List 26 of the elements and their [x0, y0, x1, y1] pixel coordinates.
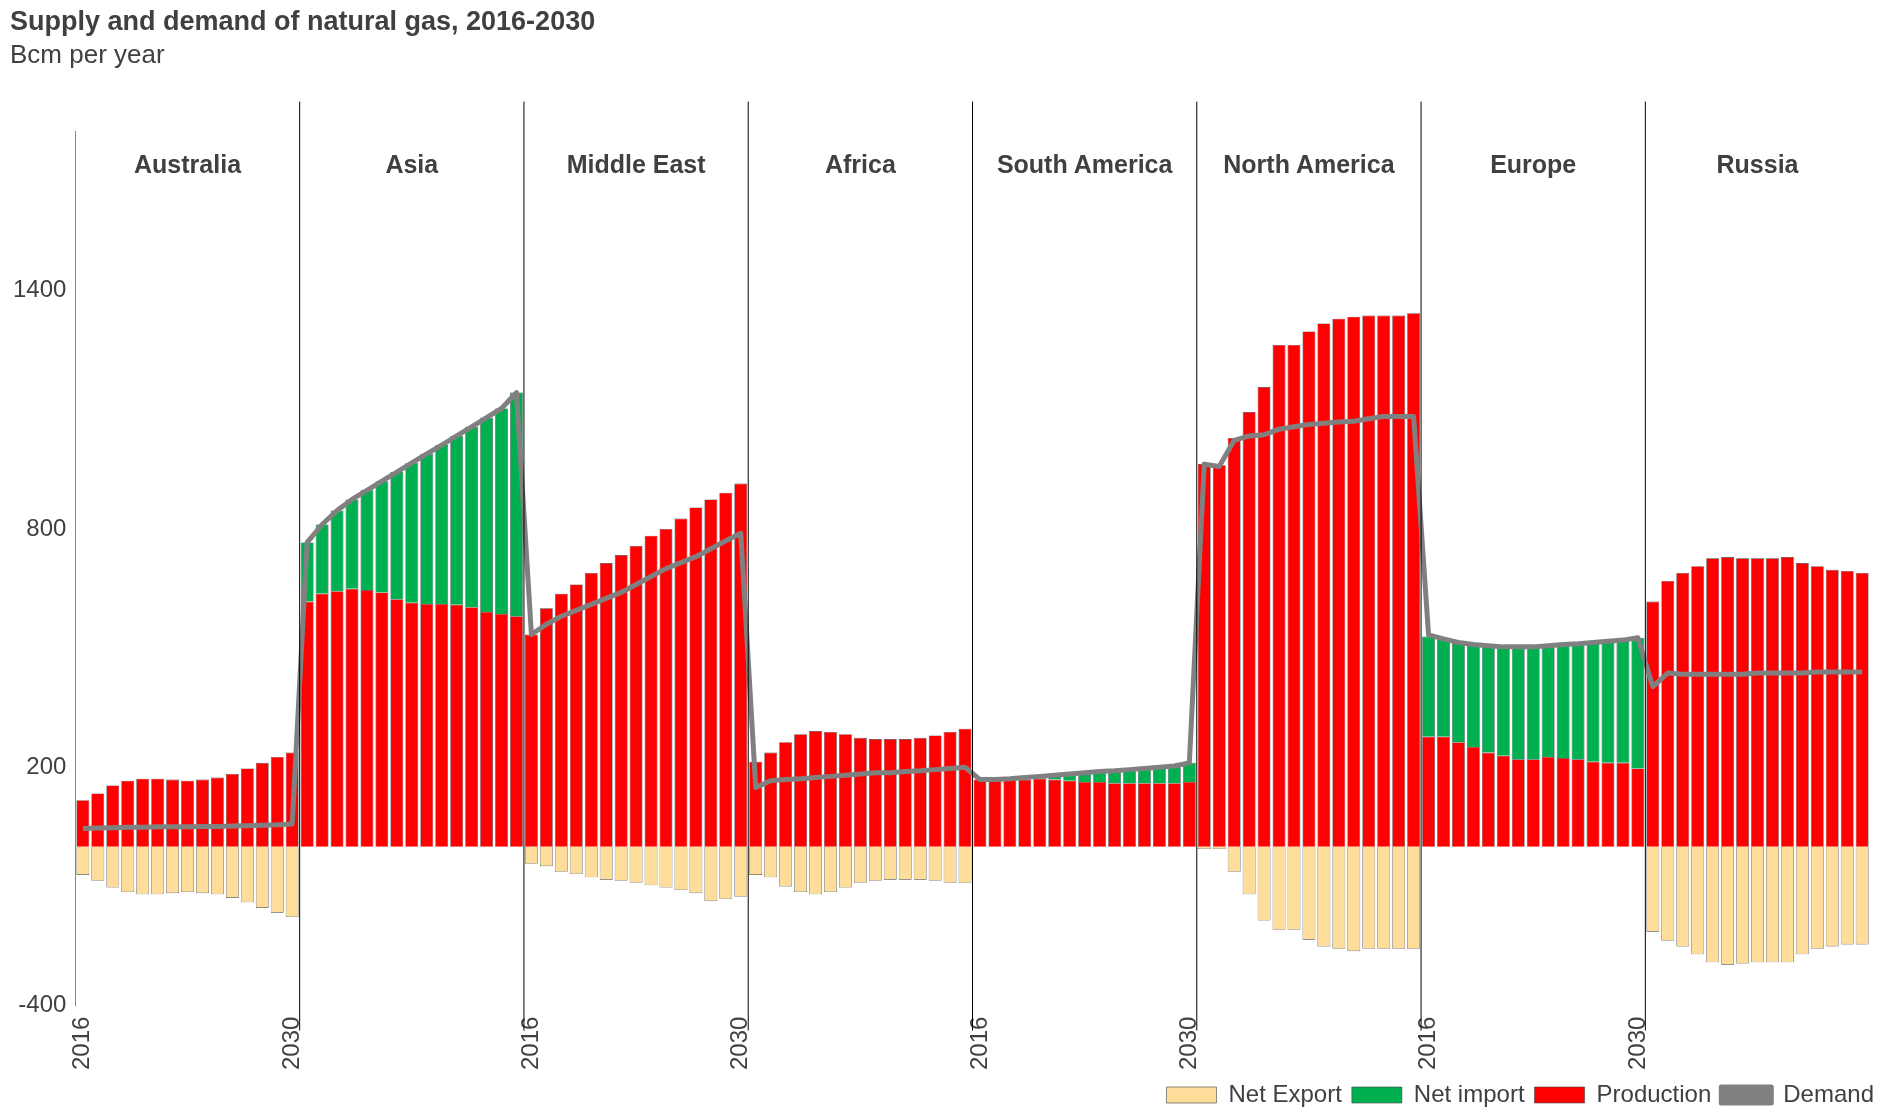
x-tick-label: 2016 — [67, 1016, 95, 1070]
annotation: Australia — [134, 150, 243, 179]
x-tick-label: 2016 — [516, 1016, 544, 1070]
annotation: South America — [996, 150, 1174, 179]
annotation: Africa — [824, 150, 897, 179]
annotation: Asia — [385, 150, 440, 179]
y-tick-label: 200 — [26, 751, 67, 779]
annotation: Europe — [1490, 150, 1577, 179]
annotation: Middle East — [566, 150, 707, 179]
legend-label: Net Export — [1228, 1079, 1343, 1107]
chart-subtitle: Bcm per year — [10, 39, 165, 70]
y-tick-label: 800 — [26, 513, 67, 541]
x-tick-label: 2030 — [725, 1016, 753, 1070]
chart-title: Supply and demand of natural gas, 2016-2030 — [10, 5, 596, 36]
annotation: Russia — [1716, 150, 1800, 179]
legend-label: Production — [1596, 1079, 1712, 1107]
x-tick-label: 2030 — [276, 1016, 304, 1070]
annotation: North America — [1223, 150, 1396, 179]
x-tick-label: 2030 — [1173, 1016, 1201, 1070]
y-tick-label: -400 — [18, 990, 67, 1018]
x-tick-label: 2016 — [1413, 1016, 1441, 1070]
x-tick-label: 2016 — [964, 1016, 992, 1070]
x-tick-label: 2030 — [1622, 1016, 1650, 1070]
y-tick-label: 1400 — [13, 275, 67, 303]
legend-label: Demand — [1783, 1079, 1874, 1107]
legend-label: Net import — [1413, 1079, 1525, 1107]
